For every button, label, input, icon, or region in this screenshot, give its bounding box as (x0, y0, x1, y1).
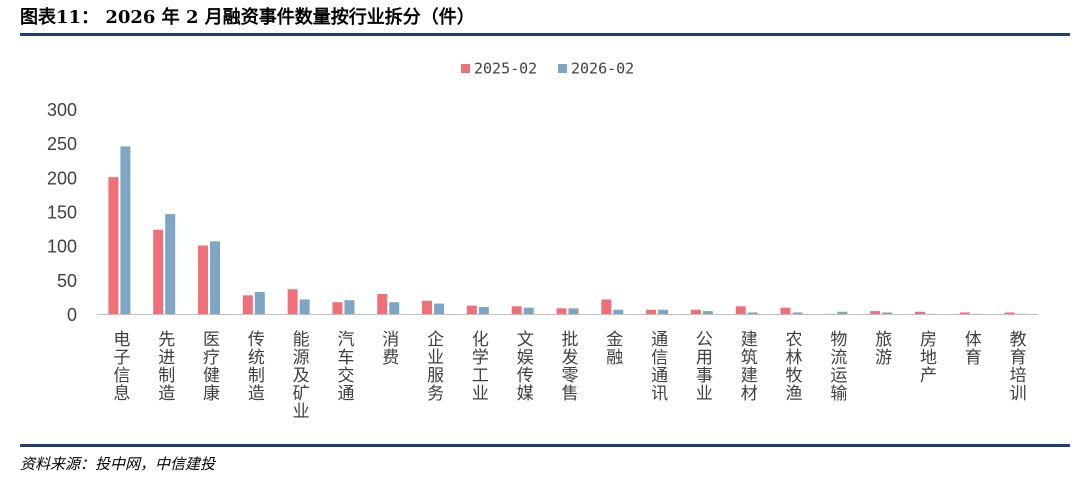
x-tick-label: 物流运输 (826, 330, 847, 402)
bar-2025-02-能源及矿业 (287, 289, 298, 315)
x-tick-label: 消费 (378, 330, 399, 366)
x-tick-label: 先进制造 (154, 330, 175, 402)
bar-2025-02-汽车交通 (332, 302, 343, 315)
x-tick-label: 能源及矿业 (289, 330, 310, 420)
bar-2026-02-汽车交通 (344, 300, 355, 315)
x-tick-label: 通信通讯 (647, 330, 668, 402)
bar-2026-02-批发零售 (568, 308, 579, 315)
bar-2025-02-建筑建材 (735, 306, 746, 315)
chart-legend: 2025-02 2026-02 (461, 60, 634, 78)
legend-swatch-2026-02 (558, 64, 567, 73)
bar-2026-02-金融 (613, 309, 624, 315)
x-tick-label: 化学工业 (468, 330, 489, 402)
y-tick-label: 50 (57, 271, 77, 291)
legend-swatch-2025-02 (461, 64, 470, 73)
x-tick-label: 批发零售 (558, 330, 579, 402)
y-tick-label: 200 (47, 168, 77, 188)
bar-2026-02-旅游 (882, 312, 893, 315)
bar-2025-02-公用事业 (690, 309, 701, 315)
bar-2026-02-建筑建材 (747, 312, 758, 315)
bar-2026-02-电子信息 (120, 146, 131, 315)
bar-series (108, 146, 1027, 315)
bar-2025-02-文娱传媒 (511, 306, 522, 315)
bar-2025-02-房地产 (914, 311, 925, 315)
bar-2025-02-批发零售 (556, 308, 567, 315)
bottom-rule (20, 444, 1070, 447)
bar-2025-02-教育培训 (1004, 312, 1015, 315)
x-tick-label: 文娱传媒 (513, 330, 534, 402)
y-tick-label: 300 (47, 100, 77, 120)
figure-title: 图表11： 2026 年 2 月融资事件数量按行业拆分（件） (20, 7, 475, 28)
bar-2026-02-企业服务 (434, 303, 445, 315)
bar-2026-02-能源及矿业 (299, 299, 310, 315)
bar-2026-02-化学工业 (478, 306, 489, 315)
y-tick-label: 250 (47, 134, 77, 154)
bar-2026-02-农林牧渔 (792, 312, 803, 315)
y-tick-label: 100 (47, 237, 77, 257)
x-tick-label: 医疗健康 (199, 330, 220, 402)
bar-2025-02-企业服务 (422, 300, 433, 315)
legend-label-2025-02: 2025-02 (474, 60, 537, 78)
bar-2025-02-医疗健康 (198, 245, 209, 315)
bar-2025-02-传统制造 (242, 295, 253, 315)
bar-2026-02-公用事业 (702, 311, 713, 315)
x-tick-label: 房地产 (916, 330, 937, 384)
bar-2026-02-先进制造 (165, 214, 176, 315)
y-axis: 0 50 100 150 200 250 300 (47, 100, 77, 325)
legend-label-2026-02: 2026-02 (571, 60, 634, 78)
x-tick-label: 企业服务 (423, 330, 444, 402)
x-axis: 电子信息 先进制造 医疗健康 传统制造 能源及矿业 汽车交通 消费 企业服务 化学工业 文娱传媒 批… (97, 314, 1038, 420)
x-tick-label: 体育 (961, 330, 982, 366)
y-tick-label: 0 (67, 305, 77, 325)
x-tick-label: 教育培训 (1006, 330, 1027, 402)
bar-2025-02-化学工业 (466, 305, 477, 315)
bar-2025-02-旅游 (870, 311, 881, 315)
x-tick-label: 建筑建材 (737, 330, 758, 402)
x-tick-label: 公用事业 (692, 330, 713, 402)
bar-2026-02-文娱传媒 (523, 307, 534, 315)
bar-2026-02-传统制造 (254, 291, 265, 315)
bar-2025-02-体育 (959, 312, 970, 315)
bar-2025-02-金融 (601, 299, 612, 315)
x-tick-label: 汽车交通 (333, 330, 354, 402)
bar-2026-02-通信通讯 (658, 309, 669, 315)
bar-chart: 2025-02 2026-02 0 50 100 150 200 250 300 电子信息 先进… (47, 60, 1038, 420)
x-tick-label: 农林牧渔 (782, 330, 803, 402)
bar-2026-02-医疗健康 (210, 241, 221, 315)
top-rule (20, 33, 1070, 36)
source-note: 资料来源：投中网，中信建投 (20, 455, 216, 473)
bar-2025-02-消费 (377, 294, 388, 315)
bar-2025-02-农林牧渔 (780, 307, 791, 315)
bar-2026-02-物流运输 (837, 311, 848, 315)
bar-2026-02-消费 (389, 302, 400, 315)
x-tick-label: 传统制造 (244, 330, 265, 402)
y-tick-label: 150 (47, 203, 77, 223)
x-tick-label: 旅游 (871, 330, 892, 366)
bar-2025-02-先进制造 (153, 229, 164, 315)
x-tick-label: 金融 (602, 330, 623, 366)
x-tick-label: 电子信息 (109, 330, 129, 402)
bar-2025-02-通信通讯 (646, 309, 657, 315)
bar-2025-02-电子信息 (108, 177, 119, 315)
